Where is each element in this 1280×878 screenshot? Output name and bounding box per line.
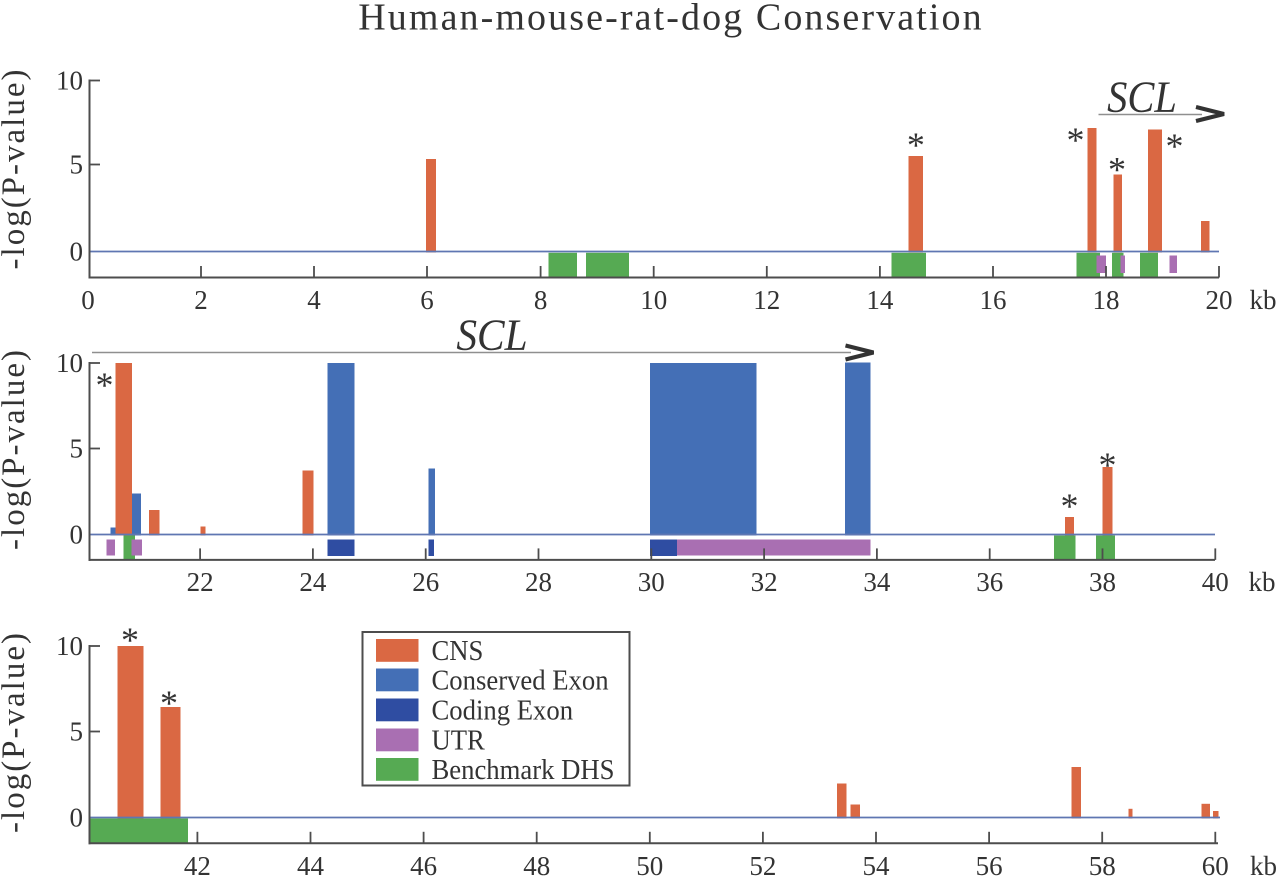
svg-text:34: 34 — [863, 567, 891, 597]
svg-text:-log(P-value): -log(P-value) — [0, 631, 32, 833]
svg-text:*: * — [1061, 486, 1079, 526]
svg-text:4: 4 — [307, 285, 321, 315]
svg-text:*: * — [1108, 149, 1126, 189]
svg-text:*: * — [1099, 445, 1117, 485]
svg-text:10: 10 — [640, 285, 667, 315]
svg-text:14: 14 — [866, 285, 894, 315]
svg-text:8: 8 — [534, 285, 548, 315]
svg-text:56: 56 — [976, 851, 1003, 878]
svg-text:46: 46 — [410, 851, 437, 878]
svg-text:16: 16 — [980, 285, 1007, 315]
svg-text:58: 58 — [1089, 851, 1116, 878]
svg-text:*: * — [907, 125, 925, 165]
svg-text:32: 32 — [751, 567, 778, 597]
svg-text:Benchmark DHS: Benchmark DHS — [432, 754, 615, 786]
svg-text:18: 18 — [1093, 285, 1120, 315]
svg-text:38: 38 — [1089, 567, 1116, 597]
svg-text:Coding Exon: Coding Exon — [432, 695, 574, 727]
svg-text:6: 6 — [420, 285, 434, 315]
svg-text:5: 5 — [70, 434, 84, 464]
svg-text:10: 10 — [56, 348, 83, 378]
svg-text:40: 40 — [1202, 567, 1229, 597]
svg-text:24: 24 — [299, 567, 327, 597]
svg-text:*: * — [1166, 126, 1184, 166]
svg-text:26: 26 — [412, 567, 439, 597]
svg-text:50: 50 — [636, 851, 663, 878]
svg-text:2: 2 — [194, 285, 208, 315]
svg-text:54: 54 — [863, 851, 891, 878]
svg-text:0: 0 — [70, 520, 84, 550]
svg-text:36: 36 — [976, 567, 1003, 597]
svg-text:*: * — [121, 620, 139, 660]
svg-text:CNS: CNS — [432, 635, 484, 667]
svg-text:10: 10 — [56, 631, 83, 661]
svg-text:-log(P-value): -log(P-value) — [0, 68, 32, 270]
svg-text:*: * — [160, 683, 178, 723]
svg-text:5: 5 — [70, 150, 84, 180]
svg-text:42: 42 — [184, 851, 211, 878]
svg-text:*: * — [1067, 120, 1085, 160]
svg-text:*: * — [96, 365, 114, 405]
svg-text:44: 44 — [297, 851, 325, 878]
svg-text:28: 28 — [525, 567, 552, 597]
svg-text:30: 30 — [638, 567, 665, 597]
svg-text:0: 0 — [81, 285, 95, 315]
svg-text:20: 20 — [1206, 285, 1233, 315]
svg-text:22: 22 — [187, 567, 214, 597]
svg-text:UTR: UTR — [432, 725, 486, 757]
svg-text:48: 48 — [523, 851, 550, 878]
svg-text:Conserved Exon: Conserved Exon — [432, 665, 609, 697]
svg-text:60: 60 — [1202, 851, 1229, 878]
svg-text:12: 12 — [753, 285, 780, 315]
svg-text:5: 5 — [70, 717, 84, 747]
svg-text:10: 10 — [56, 66, 83, 96]
svg-text:kb: kb — [1250, 851, 1277, 878]
svg-text:0: 0 — [70, 803, 84, 833]
svg-text:0: 0 — [70, 237, 84, 267]
svg-text:Human-mouse-rat-dog Conservati: Human-mouse-rat-dog Conservation — [358, 0, 983, 39]
svg-text:SCL: SCL — [456, 311, 527, 359]
svg-text:52: 52 — [749, 851, 776, 878]
svg-text:kb: kb — [1249, 567, 1276, 597]
svg-text:-log(P-value): -log(P-value) — [0, 348, 32, 550]
svg-text:kb: kb — [1250, 285, 1277, 315]
